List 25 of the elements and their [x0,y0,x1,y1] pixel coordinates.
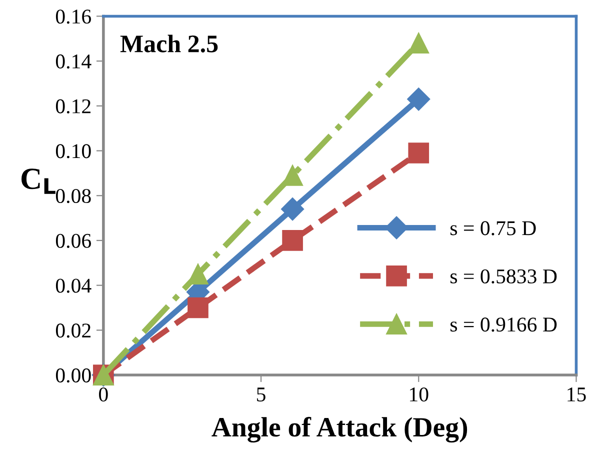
y-tick-label: 0.12 [56,99,90,114]
x-tick-label: 5 [257,388,266,402]
y-tick-label: 0.04 [56,278,92,293]
legend-label: s = 0.75 D [450,221,536,236]
x-tick-label: 10 [410,387,428,402]
point [408,142,430,164]
point [408,32,430,54]
legend-label: s = 0.9166 D [450,318,557,332]
y-tick-label: 0.06 [56,234,91,248]
point [281,198,304,221]
x-tick-label: 15 [568,388,586,402]
annotation: Mach 2.5 [120,34,218,52]
y-tick-label: 0.10 [56,144,91,158]
y-tick-label: 0.02 [56,324,90,338]
x-tick-label: 0 [99,387,108,402]
legend-label: s = 0.5833 D [450,269,557,284]
y-tick-label: 0.16 [56,10,91,24]
point [407,88,430,111]
point [282,230,303,251]
y-tick-label: 0.00 [56,368,91,383]
y-axis-title: C$_{L}$ [22,168,56,194]
x-axis-title: Angle of Attack (Deg) [212,416,468,443]
y-tick-label: 0.08 [56,188,91,204]
point [188,297,208,318]
y-tick-label: 0.14 [56,54,92,69]
